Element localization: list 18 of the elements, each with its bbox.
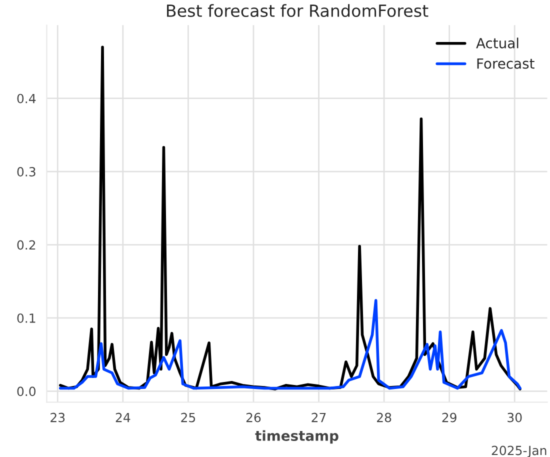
line-series — [58, 299, 522, 390]
x-tick-label: 23 — [50, 412, 65, 422]
x-tick-label: 26 — [246, 412, 261, 422]
legend-label: Actual — [476, 38, 518, 48]
x-tick-label: 27 — [312, 412, 326, 422]
y-tick-label: 0.0 — [17, 386, 36, 396]
x-tick-label: 25 — [181, 412, 196, 422]
x-axis-title: timestamp — [255, 430, 338, 444]
y-tick-label: 0.1 — [17, 313, 36, 323]
x-tick-label: 24 — [116, 412, 130, 422]
x-tick-label: 29 — [442, 412, 456, 422]
x-tick-label: 30 — [508, 412, 522, 422]
y-tick-label: 0.2 — [17, 240, 36, 250]
y-tick-label: 0.3 — [17, 167, 36, 176]
chart-title: Best forecast for RandomForest — [167, 4, 428, 18]
y-tick-label: 0.4 — [17, 94, 36, 104]
x-tick-label: 28 — [377, 412, 392, 422]
legend-label: Forecast — [477, 58, 534, 69]
